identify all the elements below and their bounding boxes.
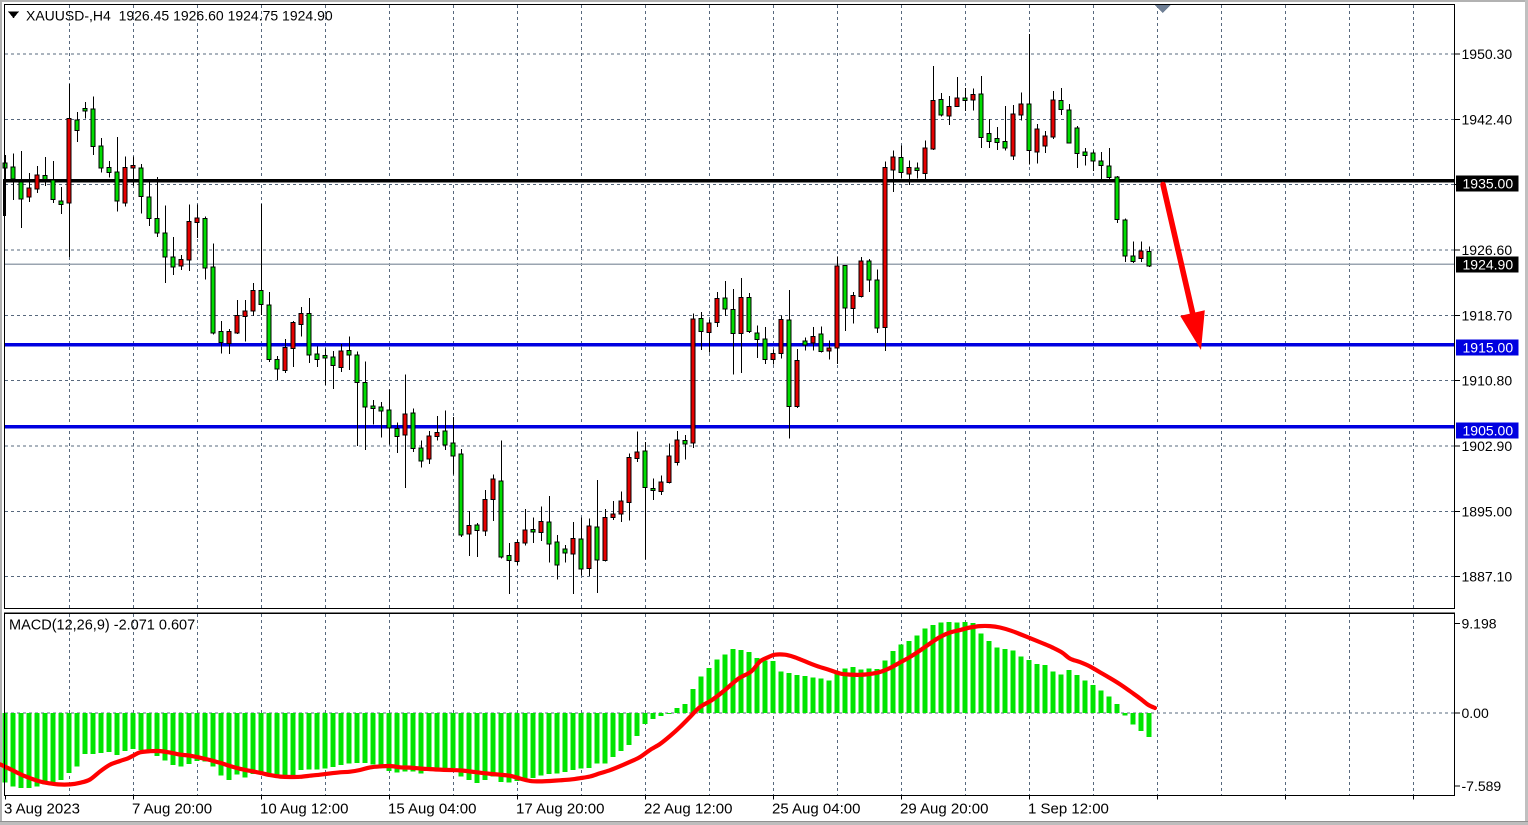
svg-text:10 Aug 12:00: 10 Aug 12:00 <box>260 801 348 818</box>
svg-text:1902.90: 1902.90 <box>1462 438 1513 454</box>
svg-text:7 Aug 20:00: 7 Aug 20:00 <box>132 801 212 818</box>
svg-text:1918.70: 1918.70 <box>1462 307 1513 323</box>
svg-text:22 Aug 12:00: 22 Aug 12:00 <box>644 801 732 818</box>
svg-text:1926.60: 1926.60 <box>1462 242 1513 258</box>
svg-text:29 Aug 20:00: 29 Aug 20:00 <box>900 801 988 818</box>
svg-text:1942.40: 1942.40 <box>1462 111 1513 127</box>
svg-text:1915.00: 1915.00 <box>1463 339 1514 355</box>
svg-text:1895.00: 1895.00 <box>1462 503 1513 519</box>
svg-text:0.00: 0.00 <box>1462 705 1489 721</box>
svg-text:1950.30: 1950.30 <box>1462 46 1513 62</box>
svg-text:XAUUSD-,H4 1926.45 1926.60 19: XAUUSD-,H4 1926.45 1926.60 1924.75 1924.… <box>26 8 333 24</box>
svg-text:1910.80: 1910.80 <box>1462 373 1513 389</box>
svg-text:17 Aug 20:00: 17 Aug 20:00 <box>516 801 604 818</box>
svg-text:1905.00: 1905.00 <box>1463 422 1514 438</box>
svg-text:MACD(12,26,9) -2.071 0.607: MACD(12,26,9) -2.071 0.607 <box>9 618 195 634</box>
svg-text:-7.589: -7.589 <box>1462 778 1502 794</box>
svg-text:1935.00: 1935.00 <box>1463 176 1514 192</box>
svg-text:3 Aug 2023: 3 Aug 2023 <box>4 801 80 818</box>
svg-text:25 Aug 04:00: 25 Aug 04:00 <box>772 801 860 818</box>
svg-text:15 Aug 04:00: 15 Aug 04:00 <box>388 801 476 818</box>
svg-text:1 Sep 12:00: 1 Sep 12:00 <box>1028 801 1109 818</box>
svg-text:1887.10: 1887.10 <box>1462 569 1513 585</box>
svg-text:9.198: 9.198 <box>1462 616 1497 632</box>
svg-text:1924.90: 1924.90 <box>1463 256 1514 272</box>
